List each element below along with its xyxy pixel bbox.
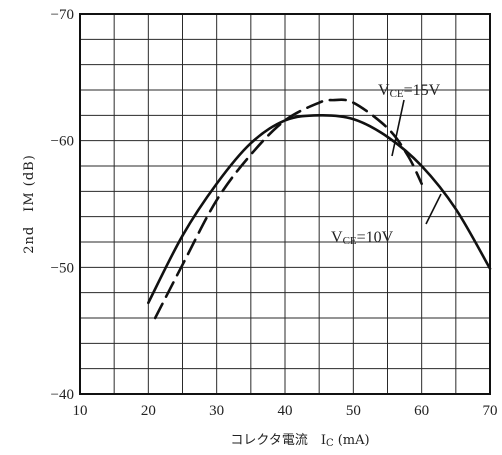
svg-text:VCE=15V: VCE=15V [378, 82, 441, 100]
x-tick-label: 10 [73, 403, 88, 419]
series-label-sub: CE [390, 88, 404, 100]
series-label-rest: =15V [404, 82, 441, 99]
x-axis-title-sub: C [326, 438, 334, 449]
series-label-vce-15v: VCE=15V [378, 82, 441, 157]
series-label-vce-10v: VCE=10V [331, 193, 442, 247]
x-tick-label: 70 [483, 403, 498, 419]
series-pointer [425, 193, 442, 225]
tick-labels: 10 20 30 40 50 60 70 −70 −60 −50 −40 [51, 7, 498, 419]
x-axis-title: コレクタ電流 IC (mA) [230, 433, 369, 449]
x-tick-label: 60 [414, 403, 429, 419]
series-line-vce-10v [147, 113, 492, 305]
series-line-vce-15v [153, 98, 423, 320]
series-label-main: V [378, 82, 390, 99]
plot-frame [79, 13, 491, 395]
y-tick-label: −40 [51, 387, 74, 403]
y-axis-title: 2nd IM (dB) [22, 154, 37, 254]
series-label-main: V [331, 229, 343, 246]
series-pointer [391, 99, 405, 157]
x-tick-label: 30 [209, 403, 224, 419]
svg-text:VCE=10V: VCE=10V [331, 229, 394, 247]
y-tick-label: −70 [51, 7, 74, 23]
x-tick-label: 40 [278, 403, 293, 419]
series-layer [147, 98, 492, 320]
x-axis-title-main: コレクタ電流 I [230, 433, 326, 448]
y-tick-label: −50 [51, 260, 74, 276]
x-tick-label: 20 [141, 403, 156, 419]
x-axis-title-unit: (mA) [338, 433, 370, 448]
x-tick-label: 50 [346, 403, 361, 419]
series-label-sub: CE [343, 235, 357, 247]
y-tick-label: −60 [51, 134, 74, 150]
grid [79, 13, 491, 395]
series-label-rest: =10V [357, 229, 394, 246]
